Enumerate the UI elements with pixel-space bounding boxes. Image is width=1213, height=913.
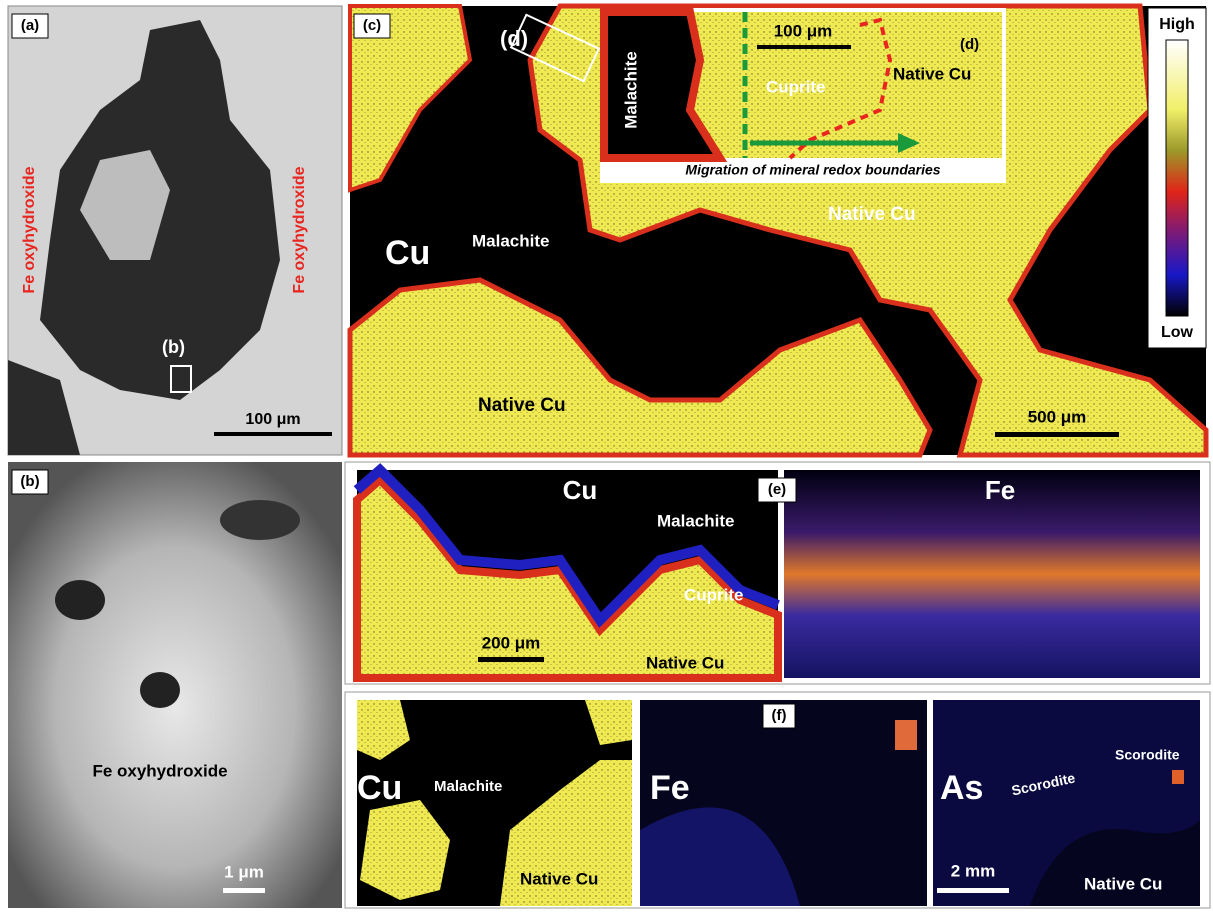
scale-bar bbox=[478, 657, 544, 662]
figure: (b) Fe oxyhydroxide Fe oxyhydroxide 100 … bbox=[0, 0, 1213, 913]
panel-b: Fe oxyhydroxide 1 μm (b) bbox=[8, 462, 342, 908]
colorbar: High Low bbox=[1148, 8, 1206, 348]
mineral-label: Native Cu bbox=[828, 204, 916, 225]
scale-label: 100 μm bbox=[774, 21, 833, 40]
element-label: Fe bbox=[985, 475, 1015, 505]
mineral-label: Scorodite bbox=[1115, 747, 1180, 763]
scale-bar bbox=[757, 45, 851, 49]
scale-label: 500 μm bbox=[1028, 407, 1087, 426]
mineral-label: Malachite bbox=[657, 511, 734, 530]
pore bbox=[220, 500, 300, 540]
scale-label: 1 μm bbox=[224, 862, 264, 881]
mineral-label: Fe oxyhydroxide bbox=[291, 166, 308, 293]
inset-label: (b) bbox=[162, 337, 185, 357]
pore bbox=[140, 672, 180, 708]
mineral-label: Native Cu bbox=[646, 653, 724, 672]
mineral-label: Malachite bbox=[621, 51, 640, 128]
pore bbox=[55, 580, 105, 620]
panel-e: Cu Fe Malachite Cuprite Native Cu 200 μm… bbox=[345, 462, 1210, 684]
panel-tag: (e) bbox=[768, 481, 786, 498]
fe-hotspot bbox=[895, 720, 917, 750]
scale-bar bbox=[214, 432, 332, 436]
scale-label: 100 μm bbox=[245, 411, 300, 428]
caption: Migration of mineral redox boundaries bbox=[685, 162, 940, 178]
colorbar-ramp bbox=[1166, 40, 1188, 316]
mineral-label: Native Cu bbox=[478, 395, 566, 416]
colorbar-label: Low bbox=[1161, 324, 1194, 341]
mineral-label: Native Cu bbox=[1084, 874, 1162, 893]
element-label: Cu bbox=[563, 475, 598, 505]
mineral-label: Native Cu bbox=[893, 64, 971, 83]
panel-tag: (c) bbox=[363, 17, 381, 34]
colorbar-label: High bbox=[1159, 16, 1195, 33]
panel-a: (b) Fe oxyhydroxide Fe oxyhydroxide 100 … bbox=[8, 6, 342, 455]
mineral-label: Native Cu bbox=[520, 869, 598, 888]
panel-d: 100 μm Malachite Cuprite Native Cu (d) M… bbox=[600, 8, 1006, 183]
element-label: Fe bbox=[650, 769, 690, 807]
element-label: Cu bbox=[385, 234, 430, 272]
panel-tag: (b) bbox=[20, 473, 39, 490]
as-hotspot bbox=[1172, 770, 1184, 784]
panel-f: Cu Malachite Native Cu Fe As Scorodite S… bbox=[345, 692, 1210, 908]
panel-tag: (f) bbox=[772, 707, 787, 724]
panel-tag: (a) bbox=[21, 17, 39, 34]
mineral-label: Fe oxyhydroxide bbox=[21, 166, 38, 293]
mineral-label: Cuprite bbox=[684, 585, 744, 604]
scale-bar bbox=[223, 888, 265, 893]
element-label: As bbox=[940, 769, 983, 807]
scale-label: 2 mm bbox=[951, 861, 995, 880]
mineral-label: Malachite bbox=[472, 231, 549, 250]
mineral-label: Fe oxyhydroxide bbox=[92, 761, 227, 780]
scale-bar bbox=[937, 888, 1009, 893]
mineral-label: Malachite bbox=[434, 778, 502, 795]
inset-label: (d) bbox=[500, 26, 528, 51]
scale-bar bbox=[995, 432, 1119, 437]
element-label: Cu bbox=[357, 769, 402, 807]
panel-tag: (d) bbox=[960, 36, 979, 53]
scale-label: 200 μm bbox=[482, 633, 541, 652]
mineral-label: Cuprite bbox=[766, 77, 826, 96]
